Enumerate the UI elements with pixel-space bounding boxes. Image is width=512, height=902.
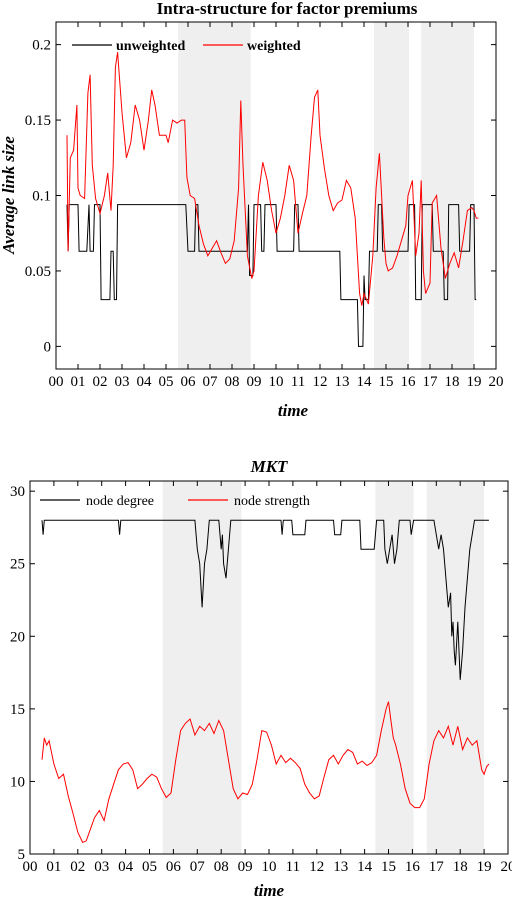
x-tick-label: 07: [190, 859, 206, 875]
legend-label-weighted: weighted: [247, 39, 301, 54]
y-tick-label: 10: [10, 774, 25, 790]
x-tick-label: 00: [23, 859, 38, 875]
x-tick-label: 11: [286, 859, 300, 875]
y-tick-label: 0.1: [32, 189, 51, 205]
tick-labels: 00 01 02 03 04 05 06 07 08 09 10 11 12 13 14 15 16 17 18 19…: [25, 38, 504, 390]
series-line-node-degree: [41, 519, 489, 680]
x-tick-label: 19: [477, 859, 492, 875]
x-tick-label: 02: [93, 374, 108, 390]
shaded-period-0: [162, 481, 242, 854]
x-tick-label: 20: [501, 859, 512, 875]
x-tick-label: 05: [142, 859, 157, 875]
shaded-periods: [178, 22, 474, 369]
y-tick-label: 20: [10, 629, 25, 645]
y-tick-label: 0.15: [25, 113, 51, 129]
x-tick-label: 08: [214, 859, 229, 875]
axis-frame: [55, 21, 497, 370]
panel-2-xlabel: time: [254, 881, 285, 900]
x-tick-label: 02: [70, 859, 85, 875]
x-tick-label: 06: [166, 859, 182, 875]
x-tick-label: 15: [381, 859, 396, 875]
x-tick-label: 13: [335, 374, 350, 390]
y-tick-label: 30: [10, 484, 25, 500]
x-tick-label: 14: [357, 859, 373, 875]
legend: unweighted weighted: [72, 39, 301, 54]
x-tick-label: 01: [46, 859, 61, 875]
x-tick-label: 20: [489, 374, 504, 390]
panel-1-title: Intra-structure for factor premiums: [157, 0, 418, 18]
x-tick-label: 16: [405, 859, 421, 875]
x-tick-label: 18: [453, 859, 468, 875]
series-line-node-strength: [41, 701, 490, 844]
panel-2: MKT 00 01 02 03 04 05 06 07 08 09 10 11 12 13 14 15 16 17…: [10, 457, 512, 900]
x-tick-label: 17: [423, 374, 439, 390]
x-tick-label: 14: [357, 374, 373, 390]
x-tick-label: 04: [137, 374, 153, 390]
shaded-periods: [162, 481, 485, 854]
x-tick-label: 11: [291, 374, 305, 390]
axis-frame: [29, 480, 509, 855]
y-tick-label: 0.2: [32, 38, 51, 54]
x-tick-label: 13: [333, 859, 348, 875]
x-tick-label: 09: [238, 859, 253, 875]
series-lines: [66, 52, 479, 347]
x-tick-label: 10: [269, 374, 284, 390]
x-tick-label: 03: [115, 374, 130, 390]
x-tick-label: 17: [429, 859, 445, 875]
shaded-period-2: [426, 481, 485, 854]
x-tick-label: 04: [118, 859, 134, 875]
x-tick-label: 12: [309, 859, 324, 875]
y-tick-label: 15: [10, 702, 25, 718]
y-tick-label: 5: [18, 847, 26, 863]
shaded-period-2: [421, 22, 474, 369]
shaded-period-0: [178, 22, 251, 369]
x-tick-label: 07: [203, 374, 219, 390]
shaded-period-1: [375, 481, 414, 854]
panel-1: Intra-structure for factor premiums 00 01…: [0, 0, 504, 420]
y-tick-label: 0: [44, 339, 52, 355]
x-tick-label: 18: [445, 374, 460, 390]
y-tick-label: 25: [10, 557, 25, 573]
panel-2-title: MKT: [250, 457, 288, 476]
x-tick-label: 08: [225, 374, 240, 390]
x-tick-label: 16: [401, 374, 417, 390]
legend-label-node-strength: node strength: [234, 494, 310, 509]
x-tick-label: 19: [467, 374, 482, 390]
legend-label-node-degree: node degree: [86, 494, 154, 509]
x-tick-label: 03: [94, 859, 109, 875]
panel-1-xlabel: time: [278, 401, 309, 420]
x-tick-label: 06: [181, 374, 197, 390]
series-line-weighted: [66, 52, 479, 306]
x-tick-label: 00: [49, 374, 64, 390]
shaded-period-1: [373, 22, 410, 369]
x-tick-label: 12: [313, 374, 328, 390]
tick-labels: 00 01 02 03 04 05 06 07 08 09 10 11 12 13 14 15 16 17 18 19…: [10, 484, 512, 875]
x-tick-label: 05: [159, 374, 174, 390]
x-tick-label: 01: [71, 374, 86, 390]
series-lines: [41, 519, 490, 844]
legend: node degree node strength: [40, 494, 310, 509]
x-tick-label: 15: [379, 374, 394, 390]
legend-label-unweighted: unweighted: [116, 39, 185, 54]
y-tick-label: 0.05: [25, 264, 51, 280]
panel-1-ylabel: Average link size: [0, 136, 18, 255]
x-tick-label: 09: [247, 374, 262, 390]
x-tick-label: 10: [262, 859, 277, 875]
